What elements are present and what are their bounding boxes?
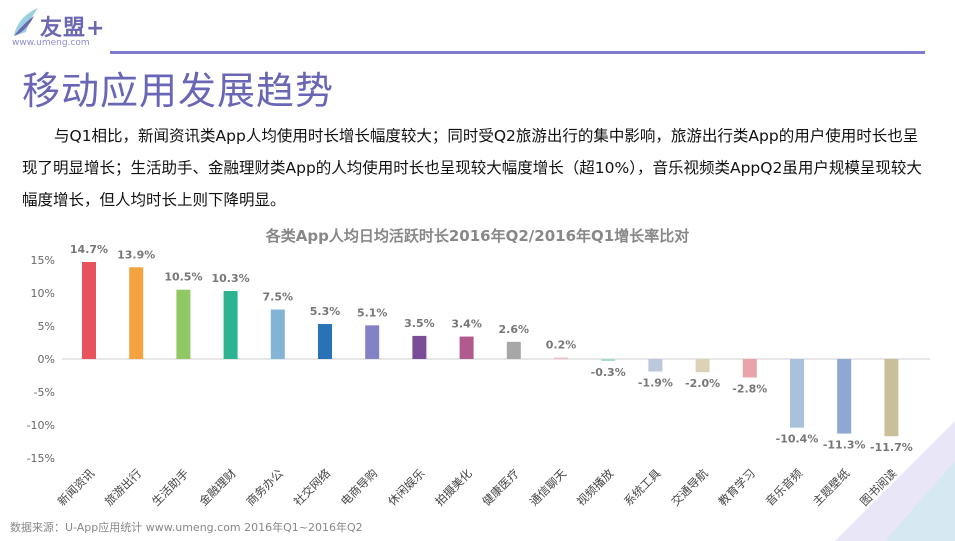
bar <box>223 291 238 359</box>
y-tick-label: 0% <box>38 353 55 366</box>
category-label: 健康医疗 <box>479 466 521 508</box>
category-label: 系统工具 <box>621 466 664 509</box>
y-tick-label: -5% <box>34 386 55 399</box>
category-label: 休闲娱乐 <box>385 466 428 509</box>
data-label: 13.9% <box>117 248 155 261</box>
bar <box>270 309 285 359</box>
category-label: 社交网络 <box>291 466 334 509</box>
category-label: 交通导航 <box>668 466 711 509</box>
data-label: 0.2% <box>546 339 577 352</box>
data-label: 5.3% <box>310 305 341 318</box>
y-tick-label: 5% <box>38 320 55 333</box>
data-label: -2.8% <box>732 382 767 395</box>
category-label: 商务办公 <box>243 466 286 509</box>
data-label: 2.6% <box>499 323 530 336</box>
data-label: 14.7% <box>70 243 108 256</box>
data-label: -11.7% <box>870 441 913 454</box>
bar <box>742 359 757 378</box>
data-label: 3.5% <box>404 317 435 330</box>
data-label: 10.5% <box>164 271 202 284</box>
category-label: 通信聊天 <box>527 466 570 509</box>
data-label: -2.0% <box>685 377 720 390</box>
bar <box>790 359 804 428</box>
data-label: 10.3% <box>212 272 250 285</box>
data-label: 7.5% <box>263 291 294 304</box>
data-label: 5.1% <box>357 306 388 319</box>
page-title: 移动应用发展趋势 <box>22 69 335 113</box>
bar <box>554 357 568 359</box>
logo-text: 友盟+ <box>40 16 106 41</box>
bar <box>176 289 191 359</box>
category-label: 金融理财 <box>196 466 238 508</box>
bar <box>506 341 521 359</box>
bar <box>365 325 380 359</box>
y-tick-label: -10% <box>27 419 55 432</box>
logo-url: www.umeng.com <box>12 38 90 48</box>
data-label: -10.4% <box>776 433 819 446</box>
y-tick-label: -15% <box>27 452 55 465</box>
category-label: 电商导购 <box>338 466 380 508</box>
data-source: 数据来源：U-App应用统计 www.umeng.com 2016年Q1~201… <box>10 521 363 534</box>
bar <box>412 335 427 359</box>
summary-text: 与Q1相比，新闻资讯类App人均使用时长增长幅度较大；同时受Q2旅游出行的集中影… <box>22 127 922 209</box>
bar <box>82 261 96 359</box>
chart-title: 各类App人均日均活跃时长2016年Q2/2016年Q1增长率比对 <box>265 227 690 245</box>
category-label: 视频播放 <box>574 466 617 509</box>
data-label: -11.3% <box>823 439 866 452</box>
category-label: 教育学习 <box>715 466 757 508</box>
bar <box>837 359 852 434</box>
data-label: -1.9% <box>638 377 673 390</box>
bar <box>318 324 332 359</box>
umeng-logo <box>10 6 110 50</box>
bar <box>129 267 144 359</box>
corner-decoration <box>835 421 955 541</box>
bar <box>695 359 710 373</box>
bar <box>884 359 899 437</box>
category-label: 新闻资讯 <box>55 466 98 509</box>
bar <box>648 359 663 372</box>
umeng-feather-icon <box>14 8 38 36</box>
category-label: 拍摄美化 <box>432 466 475 509</box>
y-tick-label: 10% <box>31 287 55 300</box>
data-label: 3.4% <box>451 318 482 331</box>
bar <box>459 336 474 359</box>
data-label: -0.3% <box>591 366 626 379</box>
bar <box>601 359 616 361</box>
summary-paragraph: 与Q1相比，新闻资讯类App人均使用时长增长幅度较大；同时受Q2旅游出行的集中影… <box>22 120 922 216</box>
category-label: 生活助手 <box>149 466 191 508</box>
y-tick-label: 15% <box>31 254 55 267</box>
category-label: 旅游出行 <box>102 466 144 508</box>
header-divider <box>110 51 925 54</box>
